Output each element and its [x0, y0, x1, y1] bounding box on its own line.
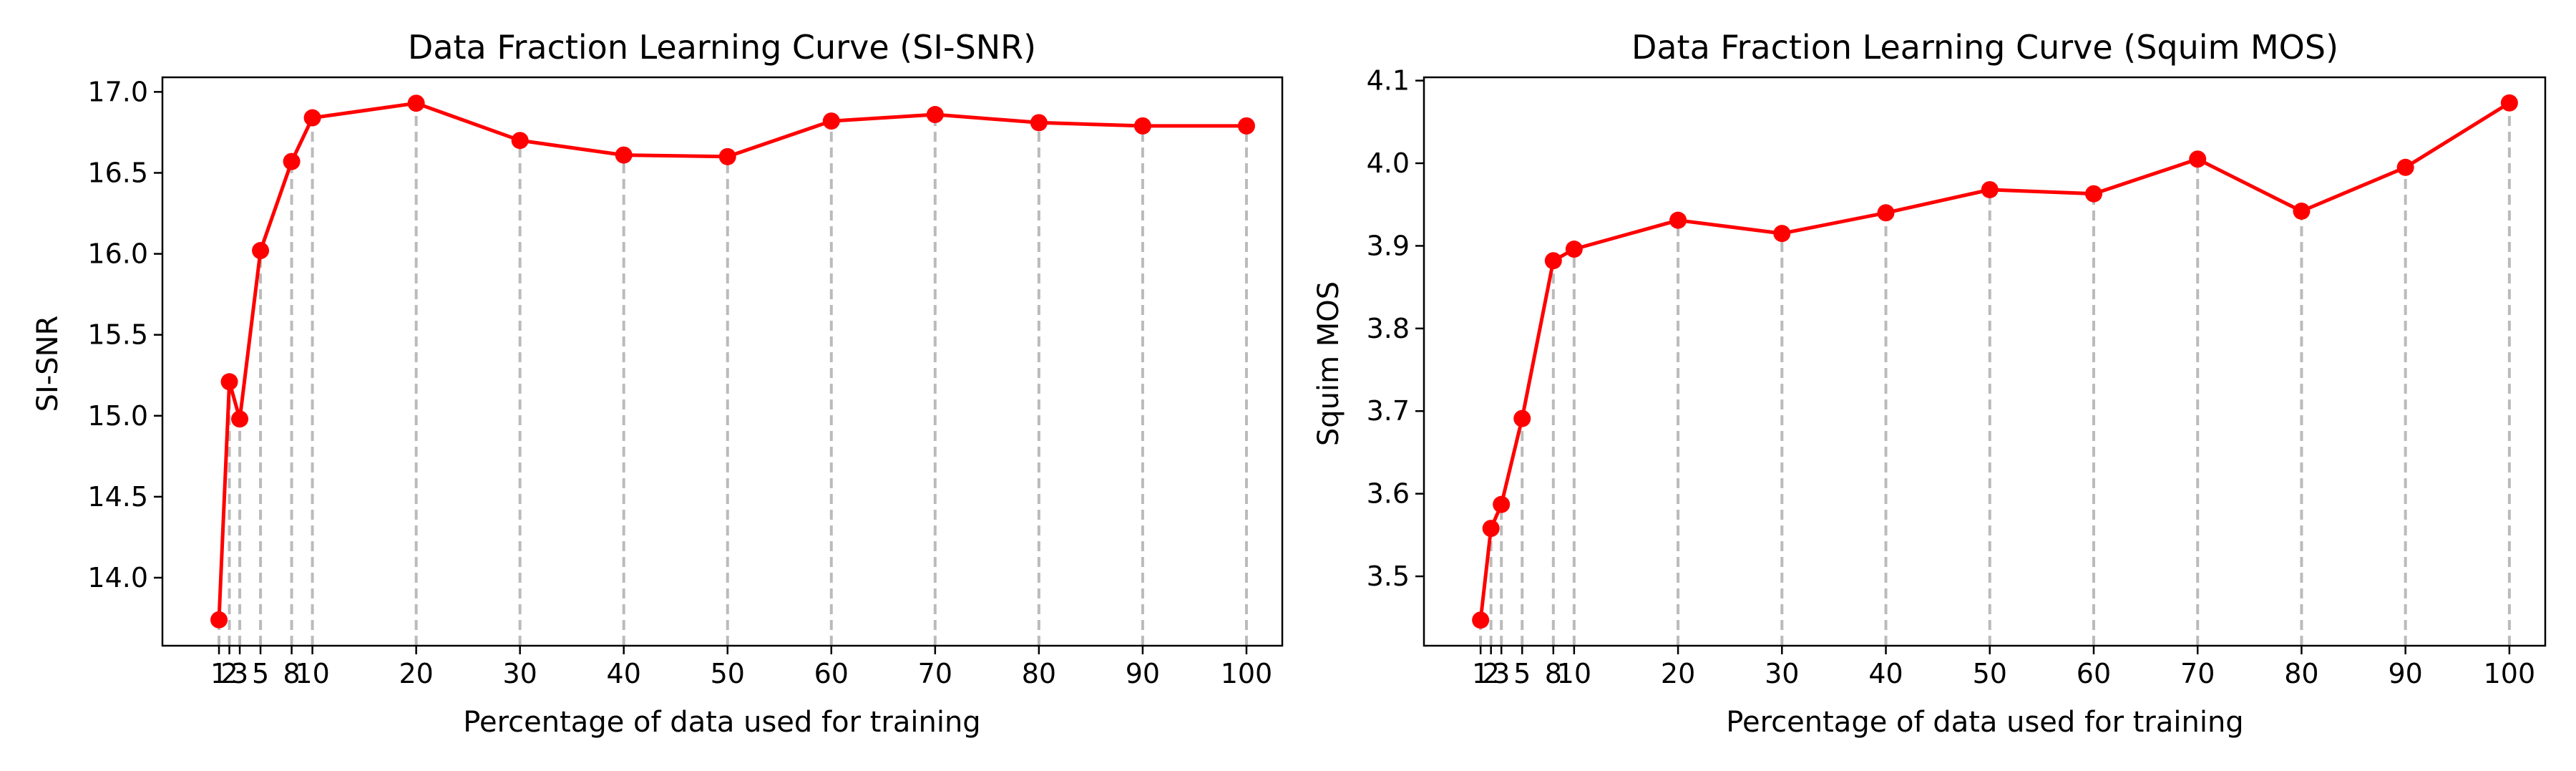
data-point: [2189, 150, 2207, 168]
y-tick-label: 3.8: [1367, 313, 1410, 344]
y-tick-label: 4.1: [1367, 65, 1410, 97]
x-tick-label: 5: [1513, 658, 1531, 689]
x-tick-label: 100: [2484, 658, 2536, 689]
data-point: [718, 147, 736, 165]
y-axis-label: Squim MOS: [1312, 281, 1345, 446]
y-ticks: 3.5 3.6 3.7 3.8 3.9 4.0 4.1: [1367, 65, 1424, 592]
y-tick-label: 3.7: [1367, 395, 1410, 427]
y-tick-label: 16.5: [87, 157, 148, 188]
x-tick-label: 3: [231, 658, 248, 689]
x-tick-label: 10: [1557, 658, 1591, 689]
x-axis-label: Percentage of data used for training: [463, 706, 980, 739]
x-tick-label: 80: [2284, 658, 2318, 689]
data-point: [926, 106, 944, 124]
x-tick-label: 80: [1022, 658, 1056, 689]
plot-area-frame: [161, 76, 1284, 647]
data-point: [231, 410, 249, 428]
data-point: [1133, 117, 1151, 135]
data-point: [2396, 158, 2414, 176]
y-axis-label: SI-SNR: [31, 316, 64, 412]
x-ticks: 123 5 810 20 30 40 50 60 70 80 90 100: [210, 646, 1272, 689]
x-tick-label: 40: [1868, 658, 1903, 689]
data-point: [2500, 94, 2518, 112]
data-point: [210, 611, 228, 629]
x-axis-label: Percentage of data used for training: [1726, 706, 2243, 739]
chart-title: Data Fraction Learning Curve (SI-SNR): [408, 28, 1036, 67]
data-point: [2084, 185, 2102, 203]
data-point: [1237, 117, 1255, 135]
x-ticks: 123 5 810 20 30 40 50 60 70 80 90 100: [1472, 646, 2535, 689]
x-tick-label: 30: [502, 658, 537, 689]
x-tick-label: 20: [1661, 658, 1695, 689]
x-tick-label: 2: [220, 658, 238, 689]
x-tick-label: 90: [2388, 658, 2422, 689]
x-tick-label: 60: [2077, 658, 2111, 689]
y-tick-label: 14.0: [87, 562, 148, 593]
x-tick-label: 30: [1765, 658, 1799, 689]
data-point: [1493, 495, 1511, 513]
y-tick-label: 4.0: [1367, 147, 1410, 179]
x-tick-label: 50: [711, 658, 745, 689]
x-tick-label: 60: [814, 658, 849, 689]
data-point: [303, 109, 321, 127]
x-tick-label: 2: [1483, 658, 1500, 689]
y-tick-label: 15.0: [87, 400, 148, 432]
data-point: [511, 132, 529, 150]
x-tick-label: 5: [252, 658, 269, 689]
data-point: [1030, 114, 1048, 132]
y-tick-label: 3.6: [1367, 478, 1410, 510]
x-tick-label: 1: [1472, 658, 1489, 689]
y-tick-label: 14.5: [87, 481, 148, 513]
data-point: [1773, 225, 1791, 243]
y-tick-label: 3.9: [1367, 230, 1410, 261]
data-point: [407, 94, 425, 112]
y-tick-label: 16.0: [87, 238, 148, 270]
y-ticks: 14.0 14.5 15.0 15.5 16.0 16.5 17.0: [87, 76, 162, 593]
data-series: [1472, 94, 2518, 629]
x-tick-label: 70: [918, 658, 952, 689]
x-tick-label: 8: [1545, 658, 1562, 689]
drop-lines: [218, 103, 1248, 646]
x-tick-label: 50: [1973, 658, 2007, 689]
data-series: [210, 94, 1255, 629]
chart-panel-si-snr: Data Fraction Learning Curve (SI-SNR) SI…: [31, 28, 1284, 739]
chart-title: Data Fraction Learning Curve (Squim MOS): [1631, 28, 2338, 67]
y-tick-label: 3.5: [1367, 561, 1410, 592]
data-point: [220, 373, 238, 391]
x-tick-label: 8: [283, 658, 300, 689]
x-tick-label: 3: [1493, 658, 1510, 689]
data-point: [1513, 409, 1531, 427]
plot-area-frame: [1423, 76, 2547, 647]
data-point: [1482, 520, 1500, 538]
x-tick-label: 100: [1221, 658, 1273, 689]
data-point: [283, 152, 301, 170]
x-tick-label: 70: [2180, 658, 2215, 689]
x-tick-label: 90: [1126, 658, 1160, 689]
x-tick-label: 20: [399, 658, 433, 689]
data-point: [1669, 211, 1687, 229]
data-point: [252, 242, 270, 260]
data-point: [615, 146, 633, 164]
y-tick-label: 15.5: [87, 319, 148, 351]
data-point: [1565, 241, 1583, 258]
x-tick-label: 40: [607, 658, 641, 689]
data-point: [1544, 252, 1562, 270]
data-point: [1472, 611, 1490, 629]
data-point: [1981, 180, 1999, 198]
data-point: [822, 112, 840, 130]
chart-panel-squim-mos: Data Fraction Learning Curve (Squim MOS)…: [1312, 28, 2547, 739]
data-point: [2293, 202, 2311, 220]
x-tick-label: 1: [210, 658, 228, 689]
data-point: [1877, 204, 1895, 222]
y-tick-label: 17.0: [87, 76, 148, 107]
x-tick-label: 10: [295, 658, 329, 689]
